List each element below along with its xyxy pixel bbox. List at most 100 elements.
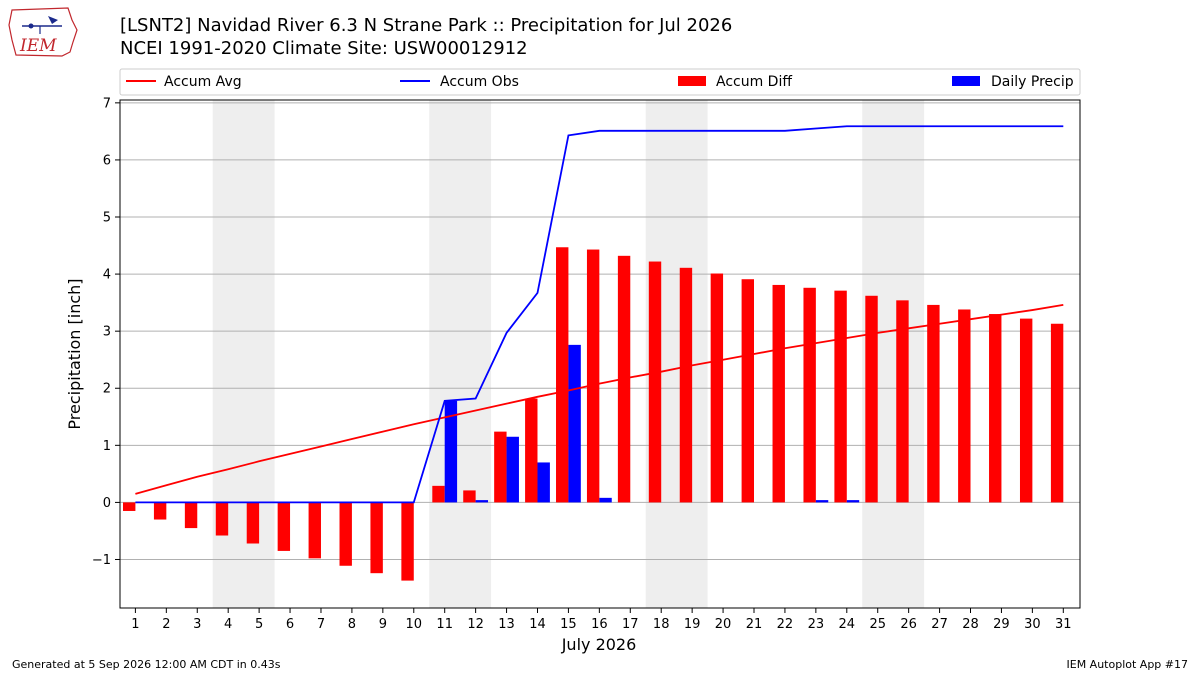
iem-logo: IEM: [8, 7, 78, 57]
x-tick-label: 3: [193, 617, 201, 632]
bar-accum-diff: [989, 314, 1002, 503]
bar-accum-diff: [215, 502, 229, 536]
x-tick-label: 11: [436, 617, 453, 632]
weekend-shading: [212, 100, 925, 608]
bar-accum-diff: [339, 502, 352, 566]
legend: Accum Avg Accum Obs Accum Diff Daily Pre…: [119, 68, 1081, 96]
bar-daily-precip: [537, 462, 550, 503]
x-tick-label: 19: [684, 617, 701, 632]
bar-accum-diff: [463, 490, 476, 503]
bar-accum-diff: [679, 267, 693, 503]
y-tick-label: 1: [103, 439, 111, 454]
x-tick-label: 21: [746, 617, 763, 632]
x-tick-label: 27: [931, 617, 948, 632]
x-tick-label: 9: [379, 617, 387, 632]
x-tick-label: 24: [839, 617, 856, 632]
legend-label-accum-obs: Accum Obs: [440, 74, 519, 90]
y-tick-label: 0: [103, 496, 111, 511]
bar-daily-precip: [506, 436, 519, 503]
bar-accum-diff: [277, 502, 291, 551]
chart-subtitle: NCEI 1991-2020 Climate Site: USW00012912: [120, 38, 528, 59]
x-tick-label: 2: [162, 617, 170, 632]
y-tick-label: 6: [103, 153, 111, 168]
bar-accum-diff: [710, 273, 724, 503]
bar-accum-diff: [184, 502, 198, 529]
bar-accum-diff: [153, 502, 167, 520]
bar-accum-diff: [586, 249, 600, 503]
x-axis-label: July 2026: [561, 635, 637, 654]
bar-accum-diff: [958, 309, 971, 503]
generated-timestamp: Generated at 5 Sep 2026 12:00 AM CDT in …: [12, 658, 281, 671]
bar-accum-diff: [927, 304, 940, 503]
line-accum-avg: [135, 304, 1064, 495]
bar-accum-diff: [308, 502, 321, 559]
bar-daily-precip: [475, 500, 489, 503]
x-tick-label: 15: [560, 617, 577, 632]
x-tick-label: 10: [405, 617, 422, 632]
bar-accum-diff: [123, 502, 136, 511]
x-tick-label: 25: [869, 617, 886, 632]
bar-accum-diff: [834, 290, 847, 503]
line-accum-obs: [135, 125, 1064, 504]
bar-accum-diff: [525, 398, 538, 503]
x-tick-label: 1: [131, 617, 139, 632]
bar-accum-diff: [865, 295, 878, 503]
x-tick-label: 6: [286, 617, 294, 632]
x-tick-label: 13: [498, 617, 515, 632]
x-tick-label: 17: [622, 617, 639, 632]
iowa-map-icon: [8, 7, 78, 57]
bar-accum-diff: [246, 502, 260, 544]
y-tick-label: 7: [103, 96, 111, 111]
bar-accum-diff: [1019, 318, 1033, 503]
x-tick-label: 16: [591, 617, 608, 632]
y-tick-label: 2: [103, 382, 111, 397]
x-tick-label: 18: [653, 617, 670, 632]
logo-text: IEM: [19, 36, 57, 56]
weekend-band-2: [429, 100, 492, 608]
legend-swatch-accum-diff: [678, 76, 706, 86]
y-tick-label: 3: [103, 325, 111, 340]
bar-accum-diff: [648, 261, 662, 503]
bar-accum-diff: [401, 502, 414, 581]
app-label: IEM Autoplot App #17: [1067, 658, 1189, 671]
bar-accum-diff: [1050, 323, 1064, 503]
bar-accum-diff: [494, 431, 507, 503]
bar-accum-diff: [741, 279, 754, 503]
bar-daily-precip: [444, 400, 458, 503]
bar-accum-diff: [556, 247, 569, 503]
x-tick-label: 20: [715, 617, 732, 632]
x-tick-label: 23: [808, 617, 825, 632]
x-tick-label: 14: [529, 617, 546, 632]
legend-label-accum-avg: Accum Avg: [164, 74, 242, 90]
bar-accum-diff: [772, 284, 785, 503]
x-tick-label: 5: [255, 617, 263, 632]
x-tick-label: 12: [467, 617, 484, 632]
bars: [123, 247, 1064, 581]
x-tick-label: 7: [317, 617, 325, 632]
legend-label-daily-precip: Daily Precip: [991, 74, 1074, 90]
y-axis-label: Precipitation [inch]: [65, 278, 84, 429]
y-axis: −1 0 1 2 3 4 5 6 7: [92, 96, 120, 568]
legend-swatch-daily-precip: [952, 76, 980, 86]
bar-accum-diff: [432, 485, 445, 503]
bar-daily-precip: [846, 500, 860, 503]
y-tick-label: 4: [103, 268, 111, 283]
x-tick-label: 8: [348, 617, 356, 632]
bar-accum-diff: [370, 502, 383, 574]
y-tick-label: −1: [92, 553, 111, 568]
x-axis: 1 2 3 4 5 6 7 8 9 10 11 12 13 14 15 16 17 18 19 20 21 22 23 24 2…: [131, 608, 1072, 632]
x-tick-label: 22: [777, 617, 794, 632]
y-tick-label: 5: [103, 211, 111, 226]
x-tick-label: 26: [900, 617, 917, 632]
x-tick-label: 31: [1055, 617, 1072, 632]
bar-daily-precip: [815, 500, 829, 503]
legend-label-accum-diff: Accum Diff: [716, 74, 792, 90]
chart-title: [LSNT2] Navidad River 6.3 N Strane Park …: [120, 15, 732, 36]
x-tick-label: 4: [224, 617, 232, 632]
x-tick-label: 30: [1024, 617, 1041, 632]
bar-daily-precip: [568, 344, 581, 503]
plot-frame: [119, 99, 1081, 609]
bar-accum-diff: [896, 300, 909, 503]
x-tick-label: 29: [993, 617, 1010, 632]
